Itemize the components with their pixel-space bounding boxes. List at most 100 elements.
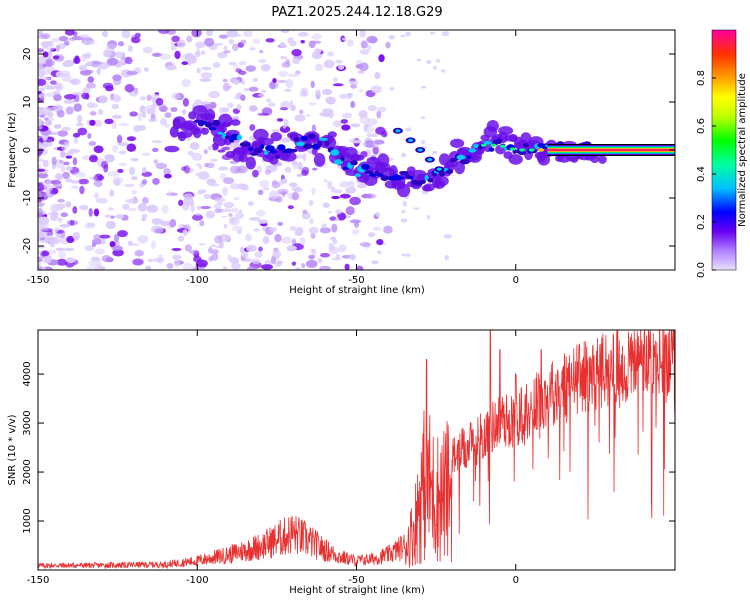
noise-blob: [268, 190, 280, 199]
noise-blob: [83, 40, 88, 45]
noise-blob: [93, 234, 102, 240]
noise-blob: [289, 225, 297, 232]
noise-blob: [38, 182, 45, 192]
x-tick-label: -100: [186, 275, 209, 286]
noise-blob: [243, 88, 249, 92]
noise-blob: [230, 183, 241, 190]
ridge-halo: [281, 151, 297, 162]
noise-blob: [171, 92, 181, 100]
noise-blob: [144, 67, 149, 72]
ridge-body: [212, 119, 221, 127]
ridge-body: [459, 159, 470, 165]
noise-blob: [129, 166, 135, 176]
noise-blob: [308, 254, 315, 260]
ridge-body: [277, 144, 286, 151]
noise-blob: [401, 210, 406, 214]
noise-blob: [340, 119, 348, 124]
noise-blob: [344, 263, 350, 270]
noise-blob: [367, 105, 378, 112]
y-tick-label: 10: [22, 96, 33, 109]
noise-blob: [319, 265, 331, 270]
noise-blob: [283, 118, 289, 127]
noise-blob: [283, 88, 292, 92]
noise-blob: [372, 146, 379, 155]
noise-blob: [61, 126, 71, 132]
noise-blob: [38, 34, 49, 39]
noise-blob: [374, 139, 385, 145]
noise-blob: [264, 169, 272, 175]
noise-blob: [38, 141, 43, 150]
noise-blob: [232, 142, 239, 148]
noise-blob: [377, 106, 387, 113]
noise-blob: [274, 262, 282, 267]
noise-blob: [65, 166, 73, 171]
noise-blob: [38, 125, 43, 130]
ridge-halo: [423, 183, 435, 192]
noise-blob: [226, 84, 232, 90]
noise-blob: [57, 130, 68, 137]
colorbar-tick-label: 0.4: [696, 166, 707, 182]
noise-blob: [336, 212, 347, 221]
noise-blob: [243, 30, 253, 38]
noise-blob: [332, 120, 342, 128]
noise-blob: [173, 258, 180, 268]
noise-blob: [210, 244, 217, 248]
noise-blob: [124, 56, 133, 65]
y-tick-label: 3000: [22, 410, 33, 435]
noise-blob: [400, 218, 408, 223]
noise-blob: [200, 72, 213, 79]
noise-blob: [183, 197, 195, 206]
noise-blob: [320, 252, 330, 258]
noise-blob: [96, 197, 108, 204]
noise-blob: [146, 204, 159, 213]
ridge-halo: [590, 154, 600, 164]
ridge-body: [330, 149, 340, 156]
noise-blob: [385, 41, 391, 49]
ridge-core: [480, 143, 487, 147]
noise-blob: [335, 59, 343, 64]
noise-blob: [223, 50, 231, 54]
noise-blob: [358, 89, 364, 93]
noise-blob: [295, 70, 301, 75]
noise-blob: [44, 117, 49, 121]
noise-blob: [47, 50, 53, 58]
noise-blob: [241, 80, 245, 85]
ridge-body: [483, 140, 492, 145]
noise-blob: [229, 165, 241, 174]
noise-blob: [172, 254, 182, 260]
noise-blob: [347, 39, 354, 47]
noise-blob: [94, 248, 105, 255]
noise-blob: [357, 70, 365, 74]
noise-blob: [357, 183, 367, 189]
ridge-halo: [520, 132, 532, 145]
noise-blob: [55, 71, 63, 78]
noise-blob: [110, 215, 115, 219]
noise-blob: [129, 111, 138, 117]
noise-blob: [429, 31, 436, 35]
noise-blob: [84, 222, 95, 229]
noise-blob: [88, 260, 98, 267]
noise-blob: [217, 149, 226, 153]
noise-blob: [205, 30, 214, 37]
noise-blob: [132, 258, 144, 266]
noise-blob: [349, 219, 362, 224]
noise-blob: [99, 234, 111, 239]
noise-blob: [262, 235, 270, 245]
noise-blob: [289, 100, 293, 106]
noise-blob: [196, 163, 201, 166]
noise-blob: [311, 124, 316, 134]
noise-blob: [223, 45, 228, 51]
noise-blob: [146, 94, 152, 101]
noise-blob: [308, 40, 316, 49]
noise-blob: [63, 99, 76, 104]
noise-blob: [73, 171, 86, 178]
noise-blob: [64, 94, 76, 100]
noise-blob: [349, 253, 356, 261]
band-stripe: [547, 148, 675, 152]
noise-blob: [54, 227, 59, 233]
noise-blob: [281, 65, 286, 68]
noise-blob: [252, 38, 260, 44]
noise-blob: [333, 189, 343, 194]
noise-blob: [297, 161, 303, 171]
colorbar-tick-label: 0.0: [696, 262, 707, 278]
